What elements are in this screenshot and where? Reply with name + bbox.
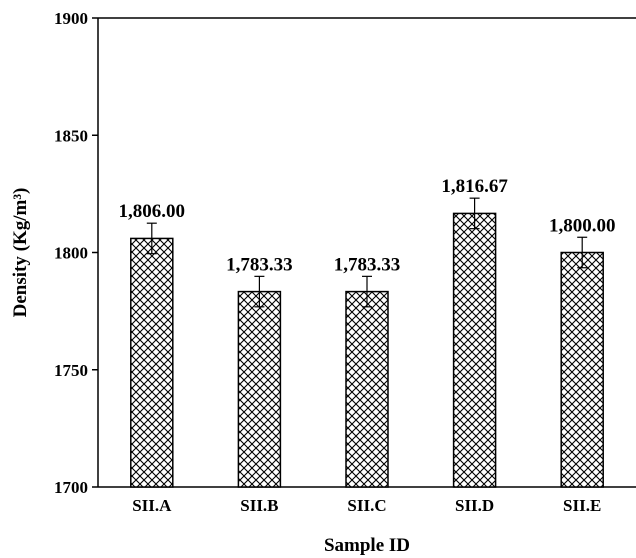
y-tick-label: 1900 (54, 9, 88, 28)
bar-series: 1,806.00 1,783.33 1,783.33 1,816.67 1,800.00 (119, 176, 616, 488)
data-label: 1,783.33 (334, 254, 401, 275)
x-tick-label: SII.D (455, 496, 494, 515)
data-label: 1,806.00 (119, 201, 186, 222)
bar (452, 212, 497, 488)
y-axis-ticks: 1700 1750 1800 1850 1900 (54, 9, 98, 497)
x-tick-label: SII.A (132, 496, 172, 515)
data-label: 1,816.67 (441, 176, 508, 197)
bar (560, 251, 604, 488)
x-tick-label: SII.C (347, 496, 386, 515)
data-label: 1,783.33 (226, 254, 293, 275)
y-axis-title: Density (Kg/m³) (10, 188, 31, 318)
x-tick-label: SII.E (563, 496, 601, 515)
y-tick-label: 1750 (54, 361, 88, 380)
x-axis-ticks: SII.A SII.B SII.C SII.D SII.E (132, 496, 601, 515)
bar (130, 237, 174, 488)
bar (237, 290, 282, 488)
bar (345, 290, 389, 488)
y-tick-label: 1850 (54, 126, 88, 145)
data-label: 1,800.00 (549, 215, 616, 236)
x-axis-title: Sample ID (324, 535, 410, 556)
x-tick-label: SII.B (240, 496, 278, 515)
y-tick-label: 1800 (54, 244, 88, 263)
y-tick-label: 1700 (54, 478, 88, 497)
